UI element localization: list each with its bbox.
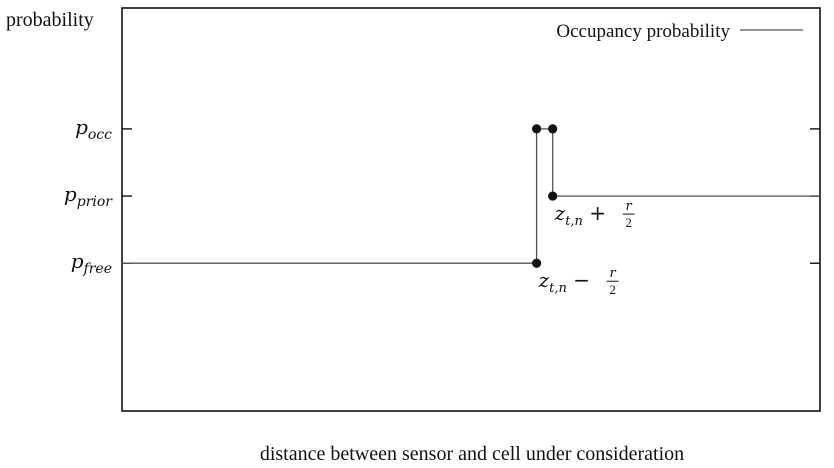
y-axis-label: probability	[6, 9, 94, 31]
y-tick-label-free: pfree	[71, 249, 112, 277]
plot-frame	[121, 7, 821, 412]
y-tick-label-prior: pprior	[64, 182, 113, 210]
annotation-minus-numerator: r	[610, 266, 617, 281]
x-axis-label: distance between sensor and cell under c…	[260, 443, 684, 465]
data-point-marker-0	[532, 258, 542, 268]
series-line-0	[122, 128, 820, 264]
annotation-plus-label: zt,n +	[554, 201, 606, 229]
annotation-plus-numerator: r	[626, 199, 633, 214]
y-ticks: pfree pprior pocc	[64, 115, 820, 277]
annotation-plus: zt,n + r2	[554, 199, 635, 230]
markers-layer	[532, 124, 558, 268]
legend: Occupancy probability	[556, 21, 803, 42]
annotation-plus-denominator: 2	[625, 215, 632, 230]
data-point-marker-2	[548, 124, 558, 134]
annotation-minus-label: zt,n −	[538, 268, 590, 296]
y-tick-label-occ: pocc	[75, 115, 112, 143]
series-layer	[122, 128, 820, 264]
data-point-marker-3	[548, 191, 558, 201]
annotation-minus: zt,n − r2	[538, 266, 619, 297]
data-point-marker-1	[532, 124, 542, 134]
legend-label: Occupancy probability	[556, 21, 730, 42]
annotation-minus-denominator: 2	[609, 282, 616, 297]
